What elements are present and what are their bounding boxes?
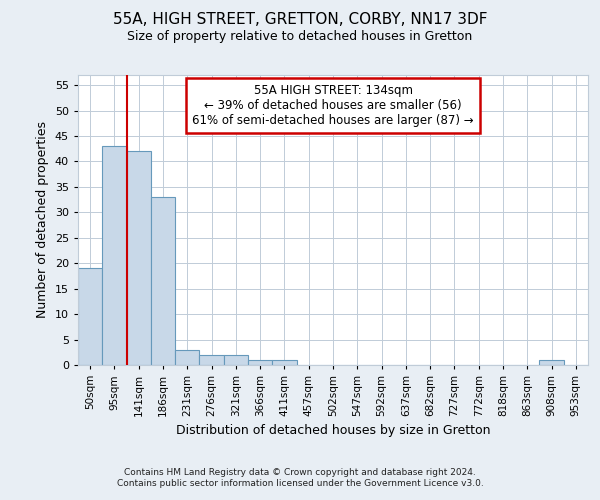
Text: 55A, HIGH STREET, GRETTON, CORBY, NN17 3DF: 55A, HIGH STREET, GRETTON, CORBY, NN17 3… <box>113 12 487 28</box>
Bar <box>248 360 272 365</box>
Y-axis label: Number of detached properties: Number of detached properties <box>36 122 49 318</box>
Bar <box>102 146 127 365</box>
Text: Size of property relative to detached houses in Gretton: Size of property relative to detached ho… <box>127 30 473 43</box>
Text: Contains HM Land Registry data © Crown copyright and database right 2024.
Contai: Contains HM Land Registry data © Crown c… <box>116 468 484 487</box>
Text: 55A HIGH STREET: 134sqm
← 39% of detached houses are smaller (56)
61% of semi-de: 55A HIGH STREET: 134sqm ← 39% of detache… <box>192 84 474 126</box>
Bar <box>199 355 224 365</box>
Bar <box>539 360 564 365</box>
Bar <box>272 360 296 365</box>
Bar <box>224 355 248 365</box>
Bar <box>151 197 175 365</box>
Bar <box>127 152 151 365</box>
X-axis label: Distribution of detached houses by size in Gretton: Distribution of detached houses by size … <box>176 424 490 438</box>
Bar <box>175 350 199 365</box>
Bar <box>78 268 102 365</box>
